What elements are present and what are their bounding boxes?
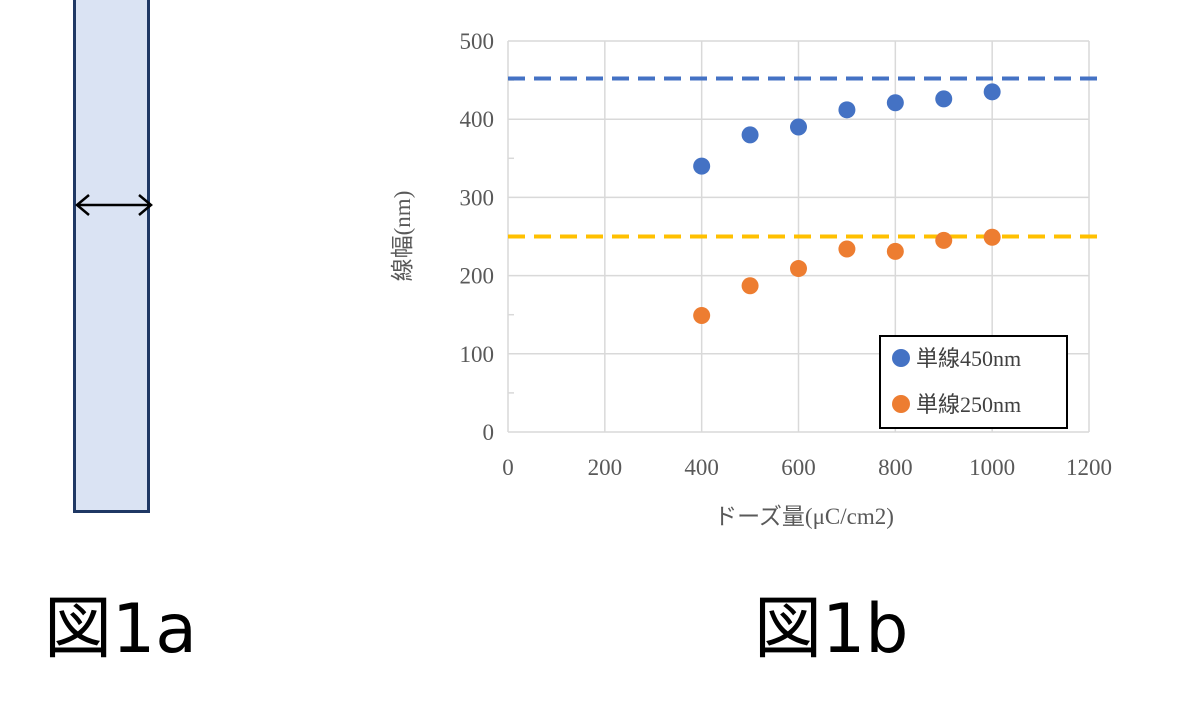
data-point <box>838 101 856 119</box>
figure-caption-b: 図1b <box>754 590 909 669</box>
x-tick-label: 800 <box>878 455 913 480</box>
data-point <box>935 231 953 249</box>
data-point <box>741 126 759 144</box>
y-axis-title: 線幅(nm) <box>390 191 415 282</box>
data-point <box>935 90 953 108</box>
x-tick-label: 0 <box>502 455 514 480</box>
y-tick-label: 300 <box>460 185 495 210</box>
data-point <box>983 83 1001 101</box>
legend-marker-450 <box>892 349 910 367</box>
data-point <box>790 118 807 136</box>
y-tick-label: 200 <box>460 264 495 289</box>
double-arrow-horizontal-icon <box>75 194 153 216</box>
data-point <box>790 260 807 278</box>
reference-lines <box>508 76 1100 239</box>
figure-caption-a: 図1a <box>44 590 197 669</box>
line-pattern-rectangle <box>73 0 150 513</box>
x-tick-label: 1200 <box>1066 455 1112 480</box>
axis-tick-labels: 0 100 200 300 400 500 0 200 400 600 800 1000 1200 <box>460 29 1113 480</box>
data-points <box>693 83 1001 324</box>
y-tick-label: 400 <box>460 107 495 132</box>
legend-box <box>879 335 1068 429</box>
data-point <box>886 94 904 112</box>
y-tick-label: 500 <box>460 29 495 54</box>
legend-label-250: 単線250nm <box>916 392 1021 417</box>
data-point <box>838 240 856 258</box>
x-axis-title: ドーズ量(μC/cm2) <box>714 504 894 529</box>
data-point <box>693 157 711 175</box>
x-tick-label: 600 <box>781 455 816 480</box>
y-tick-label: 100 <box>460 342 495 367</box>
x-tick-label: 1000 <box>969 455 1015 480</box>
y-tick-label: 0 <box>483 420 495 445</box>
data-point <box>693 306 711 324</box>
data-point <box>886 242 904 260</box>
legend-marker-250 <box>892 395 910 413</box>
data-point <box>741 277 759 295</box>
chart-legend: 単線450nm 単線250nm <box>879 335 1068 429</box>
x-tick-label: 400 <box>684 455 719 480</box>
linewidth-vs-dose-chart: 0 100 200 300 400 500 0 200 400 600 800 1000 1200 ドー… <box>390 29 1113 529</box>
x-tick-label: 200 <box>588 455 623 480</box>
data-point <box>983 228 1001 246</box>
legend-label-450: 単線450nm <box>916 346 1021 371</box>
